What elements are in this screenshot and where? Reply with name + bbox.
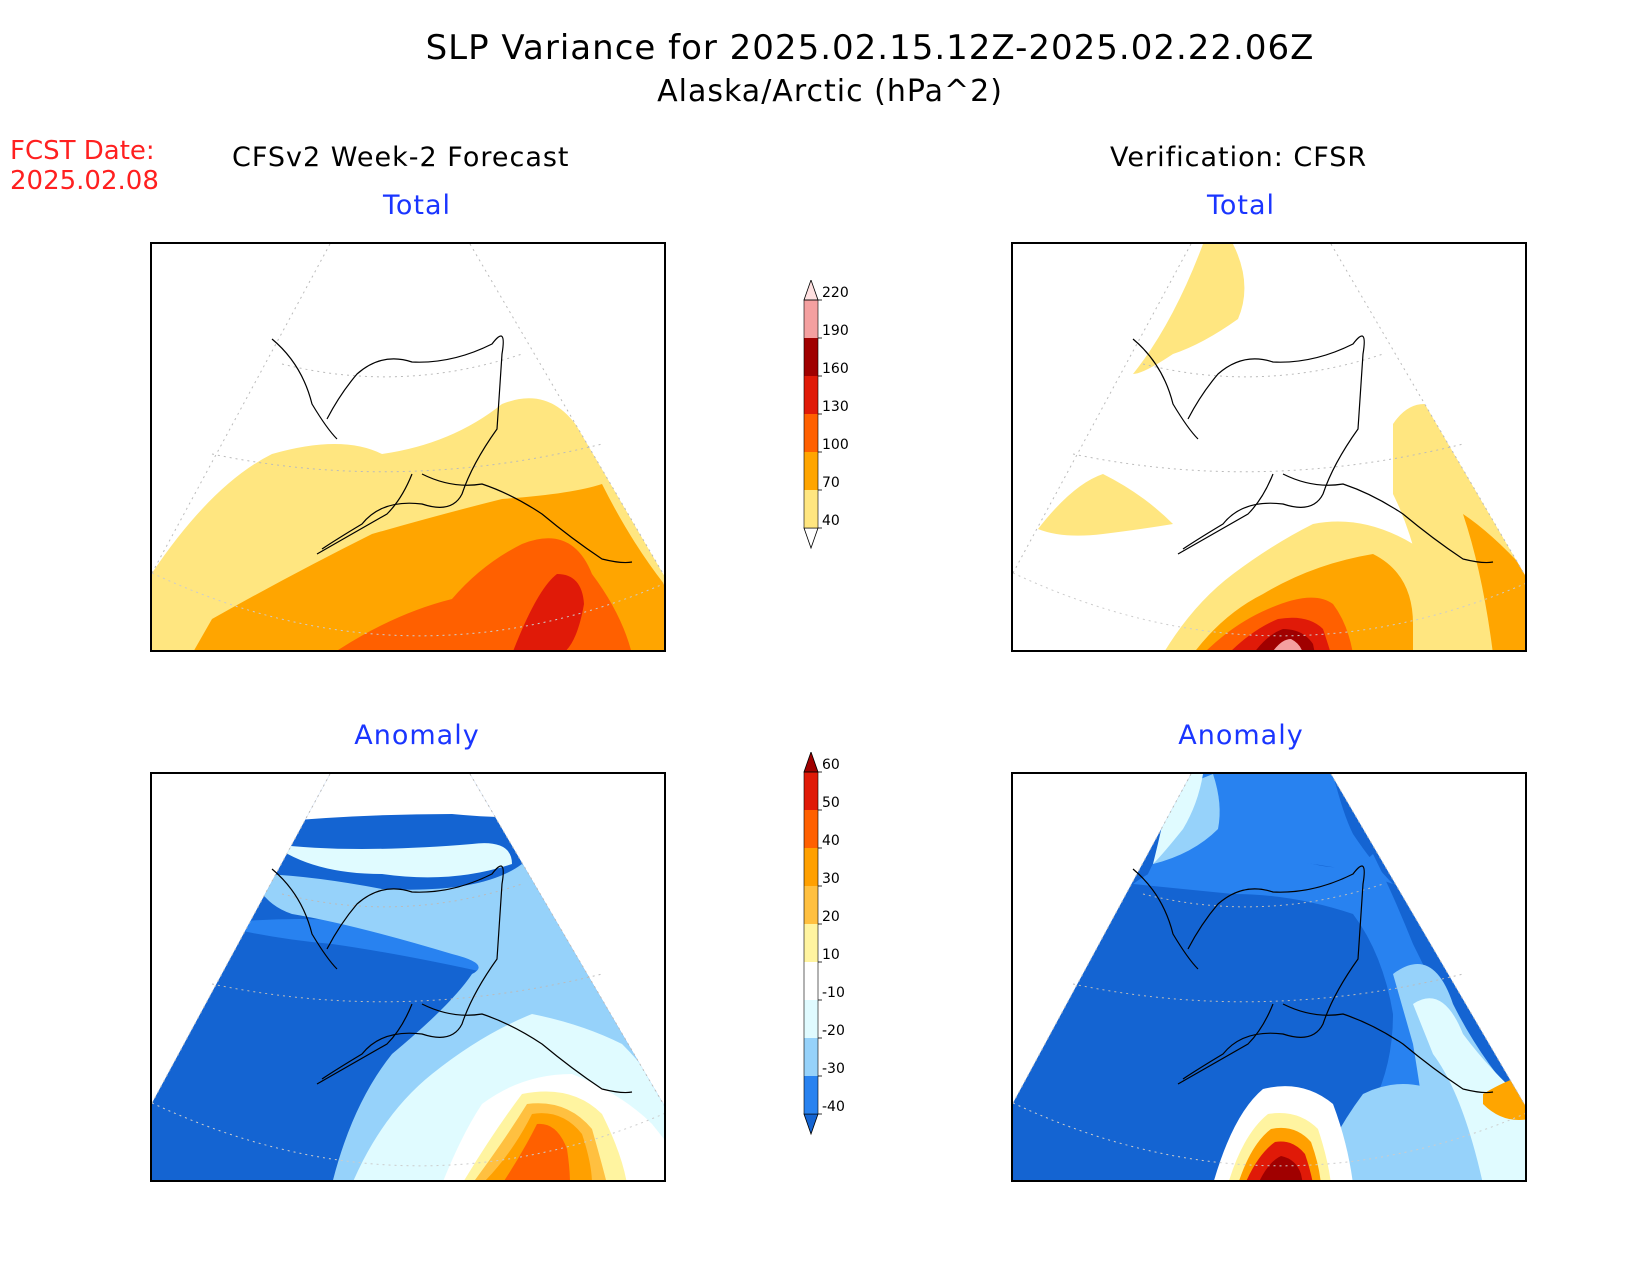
forecast-total-map xyxy=(150,242,666,652)
colorbar-segment xyxy=(804,300,818,338)
verification-total-label: Total xyxy=(1206,190,1276,221)
colorbar-label: -40 xyxy=(822,1099,845,1115)
colorbar-segment xyxy=(804,1076,818,1114)
colorbar-outline xyxy=(803,299,819,529)
colorbar-label: 50 xyxy=(822,795,840,811)
colorbar-label: 220 xyxy=(822,285,849,301)
colorbar-segment xyxy=(804,772,818,810)
total-colorbar: 40 70 100 130 160 190 220 xyxy=(803,280,849,550)
sub-title: Alaska/Arctic (hPa^2) xyxy=(657,74,1003,109)
colorbar-segment xyxy=(804,414,818,452)
colorbar-segment xyxy=(804,452,818,490)
forecast-anomaly-map xyxy=(150,772,666,1182)
colorbar-label: 130 xyxy=(822,399,849,415)
colorbar-label: 30 xyxy=(822,871,840,887)
colorbar-label: 10 xyxy=(822,947,840,963)
fcst-date-value: 2025.02.08 xyxy=(10,166,159,196)
fcst-date-label: FCST Date: xyxy=(10,136,155,166)
colorbar-tip-top xyxy=(803,752,819,773)
forecast-column-title: CFSv2 Week-2 Forecast xyxy=(232,142,570,173)
colorbar-label: -10 xyxy=(822,985,845,1001)
colorbar-label: 20 xyxy=(822,909,840,925)
colorbar-tip-bottom xyxy=(803,1113,819,1136)
verification-total-map xyxy=(1011,242,1527,652)
colorbar-segment xyxy=(804,338,818,376)
colorbar-segment xyxy=(804,490,818,528)
colorbar-segment xyxy=(804,810,818,848)
anomaly-colorbar: -40 -30 -20 -10 10 20 30 40 50 60 xyxy=(803,752,845,1136)
forecast-anomaly-label: Anomaly xyxy=(354,720,480,751)
colorbar-outline xyxy=(803,771,819,1115)
colorbar-label: 100 xyxy=(822,437,849,453)
colorbar-label: 160 xyxy=(822,361,849,377)
colorbar-label: 70 xyxy=(822,475,840,491)
colorbar-segment xyxy=(804,886,818,924)
colorbar-segment xyxy=(804,1000,818,1038)
colorbar-segment xyxy=(804,376,818,414)
colorbar-label: 40 xyxy=(822,833,840,849)
verification-column-title: Verification: CFSR xyxy=(1110,142,1368,173)
forecast-total-label: Total xyxy=(382,190,452,221)
colorbar-segment xyxy=(804,924,818,962)
verification-anomaly-label: Anomaly xyxy=(1178,720,1304,751)
colorbar-segment xyxy=(804,962,818,1000)
colorbar-label: 60 xyxy=(822,757,840,773)
colorbar-segment xyxy=(804,1038,818,1076)
colorbar-tip-bottom xyxy=(803,527,819,550)
colorbar-label: 190 xyxy=(822,323,849,339)
colorbar-label: -30 xyxy=(822,1061,845,1077)
main-title: SLP Variance for 2025.02.15.12Z-2025.02.… xyxy=(425,28,1315,68)
colorbar-label: 40 xyxy=(822,513,840,529)
colorbar-tip-top xyxy=(803,280,819,301)
colorbar-label: -20 xyxy=(822,1023,845,1039)
colorbar-segment xyxy=(804,848,818,886)
verification-anomaly-map xyxy=(1011,772,1527,1182)
